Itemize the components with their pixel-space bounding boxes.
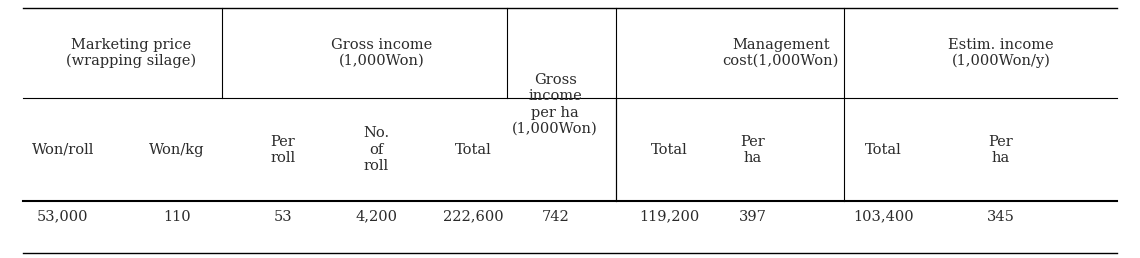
Text: Per
ha: Per ha	[740, 134, 765, 165]
Text: Total: Total	[455, 143, 491, 157]
Text: No.
of
roll: No. of roll	[364, 126, 389, 173]
Text: Total: Total	[651, 143, 687, 157]
Text: Gross
income
per ha
(1,000Won): Gross income per ha (1,000Won)	[512, 73, 598, 136]
Text: 4,200: 4,200	[356, 210, 397, 224]
Text: Marketing price
(wrapping silage): Marketing price (wrapping silage)	[66, 38, 196, 68]
Text: Won/roll: Won/roll	[32, 143, 93, 157]
Text: 53: 53	[274, 210, 292, 224]
Text: Total: Total	[865, 143, 902, 157]
Text: 397: 397	[739, 210, 766, 224]
Text: 222,600: 222,600	[442, 210, 504, 224]
Text: 119,200: 119,200	[640, 210, 699, 224]
Text: Gross income
(1,000Won): Gross income (1,000Won)	[332, 38, 432, 68]
Text: Won/kg: Won/kg	[149, 143, 204, 157]
Text: 110: 110	[163, 210, 190, 224]
Text: Per
ha: Per ha	[988, 134, 1013, 165]
Text: Estim. income
(1,000Won/y): Estim. income (1,000Won/y)	[948, 38, 1053, 68]
Text: 742: 742	[542, 210, 569, 224]
Text: 345: 345	[987, 210, 1015, 224]
Text: 103,400: 103,400	[853, 210, 914, 224]
Text: 53,000: 53,000	[36, 210, 89, 224]
Text: Management
cost(1,000Won): Management cost(1,000Won)	[723, 38, 839, 68]
Text: Per
roll: Per roll	[270, 134, 295, 165]
